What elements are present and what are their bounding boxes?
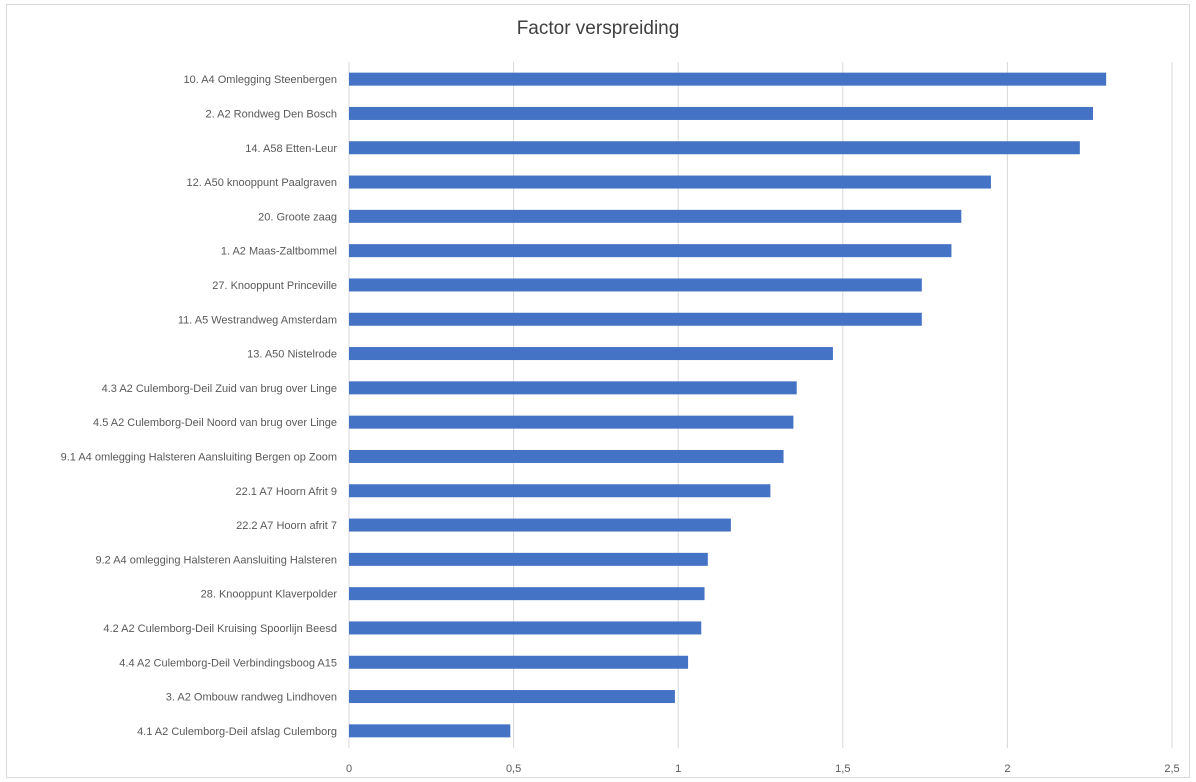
category-label: 22.2 A7 Hoorn afrit 7 xyxy=(236,520,337,532)
category-label: 9.2 A4 omlegging Halsteren Aansluiting H… xyxy=(95,554,337,566)
x-tick-label: 2,5 xyxy=(1164,763,1179,775)
category-label: 9.1 A4 omlegging Halsteren Aansluiting B… xyxy=(61,451,337,463)
bar xyxy=(349,141,1080,155)
category-label: 3. A2 Ombouw randweg Lindhoven xyxy=(166,692,337,704)
category-label: 4.3 A2 Culemborg-Deil Zuid van brug over… xyxy=(102,383,337,395)
bar xyxy=(349,655,689,669)
category-label: 27. Knooppunt Princeville xyxy=(212,280,337,292)
bar xyxy=(349,449,784,463)
bar xyxy=(349,244,952,258)
x-tick-label: 1,5 xyxy=(835,763,850,775)
category-label: 20. Groote zaag xyxy=(258,211,337,223)
bar xyxy=(349,484,771,498)
bar xyxy=(349,381,797,395)
category-label: 4.2 A2 Culemborg-Deil Kruising Spoorlijn… xyxy=(103,623,337,635)
bar xyxy=(349,587,705,601)
category-label: 12. A50 knooppunt Paalgraven xyxy=(187,177,337,189)
category-label: 11. A5 Westrandweg Amsterdam xyxy=(178,314,337,326)
bar xyxy=(349,72,1107,86)
x-tick-label: 2 xyxy=(1004,763,1010,775)
bar xyxy=(349,724,511,738)
bar xyxy=(349,415,794,429)
bar xyxy=(349,621,702,635)
category-label: 4.5 A2 Culemborg-Deil Noord van brug ove… xyxy=(93,417,337,429)
category-label: 4.4 A2 Culemborg-Deil Verbindingsboog A1… xyxy=(119,657,337,669)
bar xyxy=(349,278,922,292)
category-label: 13. A50 Nistelrode xyxy=(247,349,337,361)
bar xyxy=(349,552,708,566)
category-label: 4.1 A2 Culemborg-Deil afslag Culemborg xyxy=(137,726,337,738)
chart-title: Factor verspreiding xyxy=(516,18,680,39)
bar xyxy=(349,690,675,704)
bar xyxy=(349,312,922,326)
x-tick-label: 0 xyxy=(346,763,352,775)
bar xyxy=(349,175,991,189)
category-label: 1. A2 Maas-Zaltbommel xyxy=(221,246,337,258)
category-label: 28. Knooppunt Klaverpolder xyxy=(201,589,338,601)
category-label: 10. A4 Omlegging Steenbergen xyxy=(183,74,337,86)
bar xyxy=(349,106,1093,120)
category-label: 14. A58 Etten-Leur xyxy=(245,143,337,155)
bar xyxy=(349,347,833,361)
x-tick-label: 1 xyxy=(675,763,681,775)
category-label: 2. A2 Rondweg Den Bosch xyxy=(206,108,337,120)
category-label: 22.1 A7 Hoorn Afrit 9 xyxy=(235,486,337,498)
x-tick-label: 0,5 xyxy=(506,763,521,775)
bar xyxy=(349,209,962,223)
bar xyxy=(349,518,731,532)
